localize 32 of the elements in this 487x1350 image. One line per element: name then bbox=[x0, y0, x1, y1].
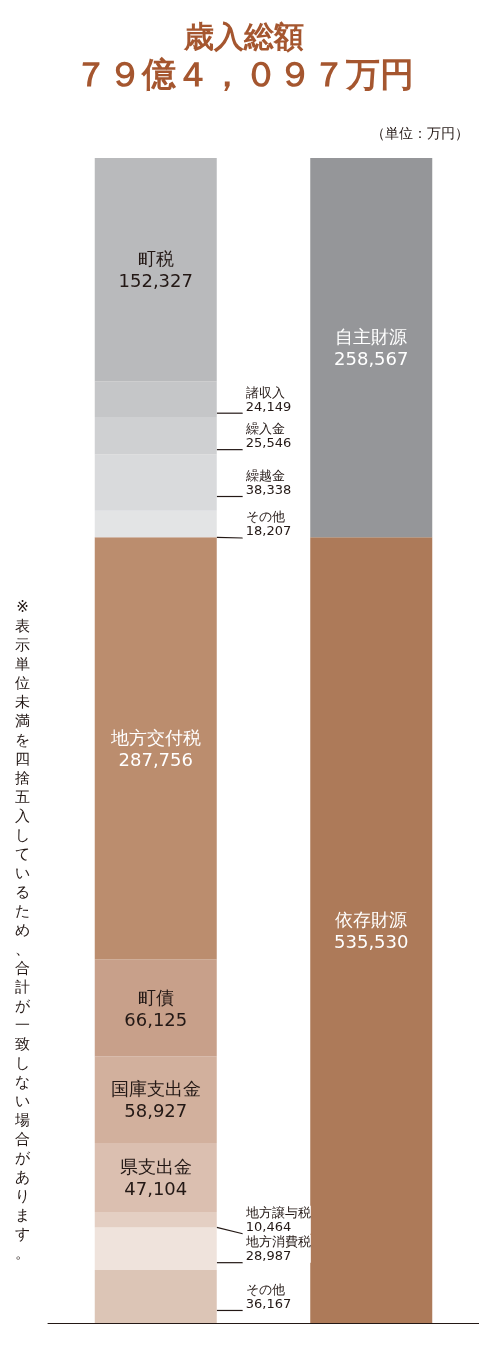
text: （単位：万円） bbox=[371, 125, 469, 141]
series-label: 町債 bbox=[137, 986, 174, 1008]
data-label: 258,567 bbox=[334, 348, 409, 370]
data-label: 58,927 bbox=[124, 1100, 188, 1122]
data-label: 28,987 bbox=[245, 1248, 292, 1264]
text: 繰入金 bbox=[244, 421, 285, 437]
text: ※表示単位未満を四捨五入しているため、合計が一致しない場合があります。 bbox=[15, 598, 30, 1262]
chart-subtitle: ７９億４，０９７万円 bbox=[73, 54, 414, 94]
data-label: 36,167 bbox=[245, 1295, 292, 1311]
series-label: 町税 bbox=[137, 248, 174, 270]
data-label: 66,125 bbox=[124, 1008, 188, 1030]
data-label: 24,149 bbox=[245, 398, 292, 414]
text: 繰越金 bbox=[244, 468, 285, 483]
data-label: 152,327 bbox=[118, 270, 193, 292]
text: 地方消費税 bbox=[244, 1234, 311, 1250]
data-label: 47,104 bbox=[124, 1178, 188, 1200]
text: 諸収入 bbox=[245, 384, 285, 400]
series-label: 地方交付税 bbox=[109, 726, 201, 748]
text: 地方譲与税 bbox=[244, 1205, 311, 1221]
data-label: 18,207 bbox=[245, 523, 292, 539]
series-label: 自主財源 bbox=[335, 326, 408, 348]
text: その他 bbox=[245, 1281, 285, 1297]
data-label: 535,530 bbox=[334, 930, 409, 952]
data-label: 38,338 bbox=[245, 482, 292, 497]
data-label: 287,756 bbox=[118, 748, 193, 770]
text: その他 bbox=[245, 509, 285, 525]
series-label: 県支出金 bbox=[119, 1156, 192, 1178]
chart-title: 歳入総額 bbox=[182, 18, 304, 54]
series-label: 国庫支出金 bbox=[110, 1078, 201, 1100]
data-label: 10,464 bbox=[245, 1219, 292, 1235]
data-label: 25,546 bbox=[245, 435, 292, 451]
series-label: 依存財源 bbox=[335, 908, 408, 930]
